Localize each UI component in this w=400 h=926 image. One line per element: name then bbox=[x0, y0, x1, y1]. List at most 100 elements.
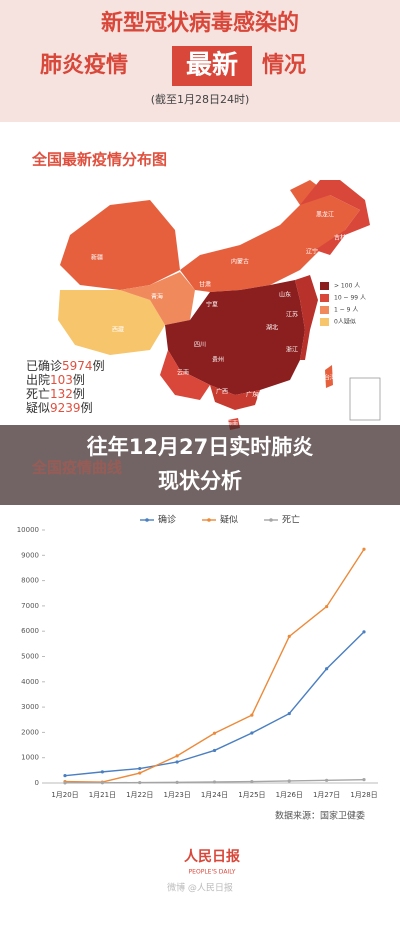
stat-label: 疑似 bbox=[26, 400, 50, 415]
y-tick-label: 7000 bbox=[21, 602, 39, 610]
legend-label: 0人疑似 bbox=[334, 318, 356, 326]
stat: 已确诊5974例 bbox=[26, 359, 105, 373]
province-label: 广东 bbox=[246, 391, 258, 399]
province-label: 新疆 bbox=[91, 254, 103, 262]
inset-frame bbox=[349, 377, 381, 421]
y-tick-label: 1000 bbox=[21, 754, 39, 762]
y-tick-label: 10000 bbox=[17, 526, 39, 534]
chart-source: 数据来源：国家卫健委 bbox=[275, 810, 365, 822]
stat-value: 103 bbox=[50, 373, 73, 387]
province-label: 山东 bbox=[279, 291, 291, 299]
header-highlight: 最新 bbox=[186, 50, 238, 81]
overlay-title: 现状分析 bbox=[158, 469, 242, 493]
footer-logo: 人民日报 bbox=[184, 848, 240, 865]
x-tick-label: 1月26日 bbox=[276, 791, 303, 799]
legend-marker bbox=[145, 518, 149, 522]
map-legend: > 100 人 10 ~ 99 人 1 ~ 9 人 0人疑似 bbox=[320, 282, 366, 326]
region bbox=[300, 180, 370, 255]
chart-title: 全国疫情曲线 bbox=[31, 459, 122, 477]
province-label: 宁夏 bbox=[206, 301, 218, 309]
point bbox=[138, 771, 142, 775]
province-label: 黑龙江 bbox=[316, 211, 334, 219]
series-line bbox=[64, 548, 365, 783]
stat: 死亡132例 bbox=[26, 387, 85, 401]
point bbox=[250, 779, 254, 784]
point bbox=[63, 781, 67, 785]
legend-label: 10 ~ 99 人 bbox=[334, 295, 366, 302]
region bbox=[210, 385, 260, 410]
point bbox=[175, 754, 179, 758]
x-tick-label: 1月28日 bbox=[350, 791, 377, 799]
overlay-band bbox=[0, 425, 400, 505]
legend-swatch bbox=[320, 294, 329, 302]
point bbox=[175, 780, 179, 784]
y-tick-label: 0 bbox=[35, 779, 39, 787]
region bbox=[165, 280, 305, 395]
x-tick-label: 1月22日 bbox=[126, 791, 153, 799]
point bbox=[100, 770, 104, 774]
y-tick-label: 5000 bbox=[21, 653, 39, 661]
series-line bbox=[64, 631, 365, 777]
province-label: 四川 bbox=[194, 342, 206, 349]
highlight-box bbox=[172, 46, 252, 86]
province-label: 西藏 bbox=[112, 326, 124, 334]
point bbox=[325, 667, 329, 671]
stat-value: 9239 bbox=[50, 401, 81, 415]
stat: 疑似9239例 bbox=[26, 400, 93, 415]
point bbox=[362, 547, 366, 551]
stat: 出院103例 bbox=[26, 373, 85, 387]
point bbox=[175, 760, 179, 764]
province-label: 青海 bbox=[151, 293, 163, 301]
legend-label: > 100 人 bbox=[334, 283, 360, 290]
point bbox=[325, 604, 329, 609]
region bbox=[58, 290, 165, 355]
point bbox=[287, 779, 291, 783]
overlay-title: 往年12月27日实时肺炎 bbox=[87, 435, 313, 459]
point bbox=[138, 780, 142, 785]
stat-label: 出院 bbox=[26, 373, 50, 387]
legend-label: 1 ~ 9 人 bbox=[334, 307, 358, 314]
region bbox=[120, 272, 195, 325]
legend-label: 疑似 bbox=[220, 515, 238, 526]
province-label: 香港 bbox=[256, 392, 268, 400]
legend-swatch bbox=[320, 318, 329, 326]
x-tick-label: 1月24日 bbox=[201, 791, 228, 799]
x-tick-label: 1月25日 bbox=[238, 791, 265, 799]
watermark: 微博 @人民日报 bbox=[167, 882, 233, 894]
legend-swatch bbox=[320, 306, 329, 314]
stat-unit: 例 bbox=[93, 359, 105, 373]
map bbox=[58, 180, 381, 430]
y-tick-label: 8000 bbox=[21, 577, 39, 585]
region bbox=[180, 180, 360, 292]
y-tick-label: 2000 bbox=[21, 728, 39, 736]
stat-label: 死亡 bbox=[26, 387, 50, 401]
point bbox=[325, 778, 329, 782]
region bbox=[325, 365, 333, 388]
stat-unit: 例 bbox=[73, 373, 85, 387]
line-chart: 0 1000 2000 3000 4000 5000 6000 7000 8000 9000 100… bbox=[17, 514, 378, 822]
x-tick-label: 1月20日 bbox=[51, 791, 78, 799]
point bbox=[362, 630, 366, 634]
point bbox=[250, 731, 254, 735]
province-label: 贵州 bbox=[212, 356, 224, 364]
y-tick-label: 4000 bbox=[21, 678, 39, 686]
province-label: 海南 bbox=[226, 420, 238, 428]
stat-value: 132 bbox=[50, 387, 73, 401]
stat-label: 已确诊 bbox=[26, 359, 62, 373]
province-label: 台湾 bbox=[324, 374, 336, 382]
point bbox=[212, 780, 217, 784]
map-title: 全国最新疫情分布图 bbox=[31, 151, 167, 169]
point bbox=[250, 713, 254, 717]
y-tick-label: 3000 bbox=[21, 703, 39, 711]
point bbox=[287, 634, 291, 639]
province-label: 辽宁 bbox=[306, 248, 318, 256]
legend-label: 确诊 bbox=[158, 514, 176, 526]
province-label: 甘肃 bbox=[199, 281, 211, 289]
legend-swatch bbox=[320, 282, 329, 290]
stat-unit: 例 bbox=[81, 401, 93, 415]
legend-marker bbox=[269, 518, 273, 522]
point bbox=[287, 711, 291, 716]
province-label: 江苏 bbox=[286, 311, 298, 319]
